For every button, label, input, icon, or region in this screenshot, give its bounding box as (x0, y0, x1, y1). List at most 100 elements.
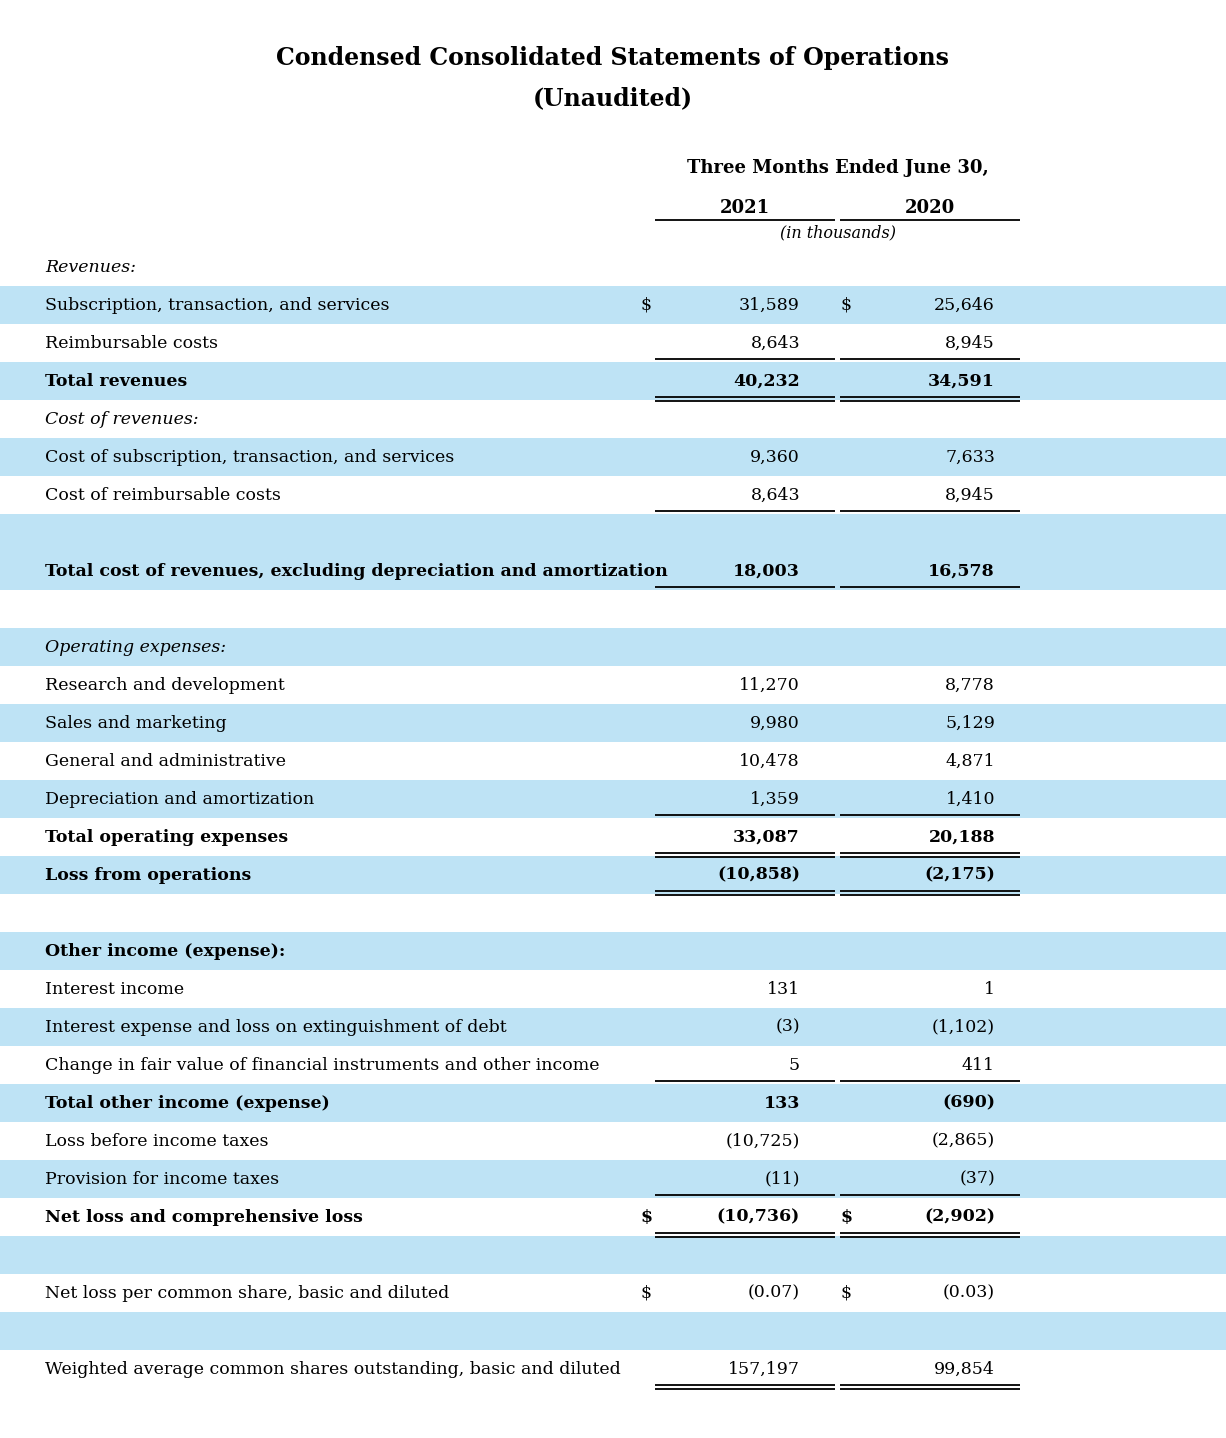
Text: (690): (690) (942, 1094, 996, 1112)
Bar (0, 628, 1226, 666)
Text: (2,902): (2,902) (924, 1208, 996, 1225)
Bar (0, 324, 1226, 362)
Text: Research and development: Research and development (45, 676, 284, 693)
Bar (0, 1160, 1226, 1198)
Text: Revenues:: Revenues: (45, 259, 136, 276)
Text: 25,646: 25,646 (934, 296, 996, 313)
Text: 33,087: 33,087 (733, 828, 801, 846)
Bar (0, 439, 1226, 476)
Text: 8,643: 8,643 (750, 335, 801, 351)
Text: 18,003: 18,003 (733, 562, 801, 580)
Text: (2,175): (2,175) (924, 867, 996, 883)
Bar (0, 705, 1226, 742)
Text: Cost of revenues:: Cost of revenues: (45, 410, 199, 427)
Text: 20,188: 20,188 (928, 828, 996, 846)
Text: Condensed Consolidated Statements of Operations: Condensed Consolidated Statements of Ope… (277, 46, 949, 70)
Text: Weighted average common shares outstanding, basic and diluted: Weighted average common shares outstandi… (45, 1360, 620, 1378)
Text: Cost of subscription, transaction, and services: Cost of subscription, transaction, and s… (45, 449, 455, 466)
Text: $: $ (840, 1284, 851, 1301)
Text: Change in fair value of financial instruments and other income: Change in fair value of financial instru… (45, 1057, 600, 1074)
Text: 9,360: 9,360 (750, 449, 801, 466)
Text: 2021: 2021 (720, 198, 770, 217)
Text: (10,736): (10,736) (717, 1208, 801, 1225)
Bar (0, 247, 1226, 286)
Bar (0, 286, 1226, 324)
Text: (3): (3) (775, 1018, 801, 1035)
Bar (0, 932, 1226, 971)
Text: 1,359: 1,359 (750, 791, 801, 808)
Text: (37): (37) (959, 1171, 996, 1188)
Text: 133: 133 (764, 1094, 801, 1112)
Text: 8,945: 8,945 (945, 486, 996, 503)
Text: (in thousands): (in thousands) (780, 224, 895, 242)
Text: 16,578: 16,578 (928, 562, 996, 580)
Bar (0, 894, 1226, 932)
Text: Sales and marketing: Sales and marketing (45, 715, 227, 732)
Text: General and administrative: General and administrative (45, 752, 286, 769)
Bar (0, 856, 1226, 894)
Bar (0, 1084, 1226, 1122)
Text: $: $ (640, 1284, 651, 1301)
Text: Interest income: Interest income (45, 981, 184, 998)
Bar (0, 362, 1226, 400)
Bar (0, 742, 1226, 779)
Text: 2020: 2020 (905, 198, 955, 217)
Text: (10,858): (10,858) (717, 867, 801, 883)
Text: 1,410: 1,410 (945, 791, 996, 808)
Text: 5: 5 (788, 1057, 801, 1074)
Text: 8,945: 8,945 (945, 335, 996, 351)
Bar (0, 1350, 1226, 1388)
Bar (0, 818, 1226, 856)
Text: $: $ (840, 1208, 852, 1225)
Text: $: $ (640, 296, 651, 313)
Text: (1,102): (1,102) (932, 1018, 996, 1035)
Text: 1: 1 (984, 981, 996, 998)
Text: Provision for income taxes: Provision for income taxes (45, 1171, 280, 1188)
Bar (0, 1274, 1226, 1311)
Text: (Unaudited): (Unaudited) (533, 86, 693, 109)
Text: Total cost of revenues, excluding depreciation and amortization: Total cost of revenues, excluding deprec… (45, 562, 668, 580)
Text: (0.07): (0.07) (748, 1284, 801, 1301)
Text: Other income (expense):: Other income (expense): (45, 942, 286, 959)
Text: 9,980: 9,980 (750, 715, 801, 732)
Text: (0.03): (0.03) (943, 1284, 996, 1301)
Bar (0, 779, 1226, 818)
Text: Reimbursable costs: Reimbursable costs (45, 335, 218, 351)
Text: Three Months Ended June 30,: Three Months Ended June 30, (687, 160, 988, 177)
Bar (0, 666, 1226, 705)
Bar (0, 1198, 1226, 1237)
Text: 10,478: 10,478 (739, 752, 801, 769)
Text: 34,591: 34,591 (928, 372, 996, 390)
Text: 99,854: 99,854 (934, 1360, 996, 1378)
Bar (0, 552, 1226, 590)
Text: Net loss and comprehensive loss: Net loss and comprehensive loss (45, 1208, 363, 1225)
Text: 8,643: 8,643 (750, 486, 801, 503)
Text: 5,129: 5,129 (945, 715, 996, 732)
Text: Loss from operations: Loss from operations (45, 867, 251, 883)
Text: 31,589: 31,589 (739, 296, 801, 313)
Bar (0, 476, 1226, 513)
Bar (0, 1311, 1226, 1350)
Text: Total operating expenses: Total operating expenses (45, 828, 288, 846)
Text: 11,270: 11,270 (739, 676, 801, 693)
Bar (0, 1237, 1226, 1274)
Bar (0, 1045, 1226, 1084)
Text: Net loss per common share, basic and diluted: Net loss per common share, basic and dil… (45, 1284, 449, 1301)
Text: 131: 131 (767, 981, 801, 998)
Text: 411: 411 (962, 1057, 996, 1074)
Bar (0, 971, 1226, 1008)
Bar (0, 590, 1226, 628)
Text: Cost of reimbursable costs: Cost of reimbursable costs (45, 486, 281, 503)
Text: Total other income (expense): Total other income (expense) (45, 1094, 330, 1112)
Text: Interest expense and loss on extinguishment of debt: Interest expense and loss on extinguishm… (45, 1018, 506, 1035)
Bar (0, 1122, 1226, 1160)
Text: Total revenues: Total revenues (45, 372, 188, 390)
Text: 7,633: 7,633 (945, 449, 996, 466)
Text: $: $ (640, 1208, 652, 1225)
Text: (11): (11) (765, 1171, 801, 1188)
Text: Depreciation and amortization: Depreciation and amortization (45, 791, 314, 808)
Text: Subscription, transaction, and services: Subscription, transaction, and services (45, 296, 390, 313)
Text: Loss before income taxes: Loss before income taxes (45, 1133, 268, 1149)
Text: Operating expenses:: Operating expenses: (45, 638, 226, 656)
Text: 157,197: 157,197 (728, 1360, 801, 1378)
